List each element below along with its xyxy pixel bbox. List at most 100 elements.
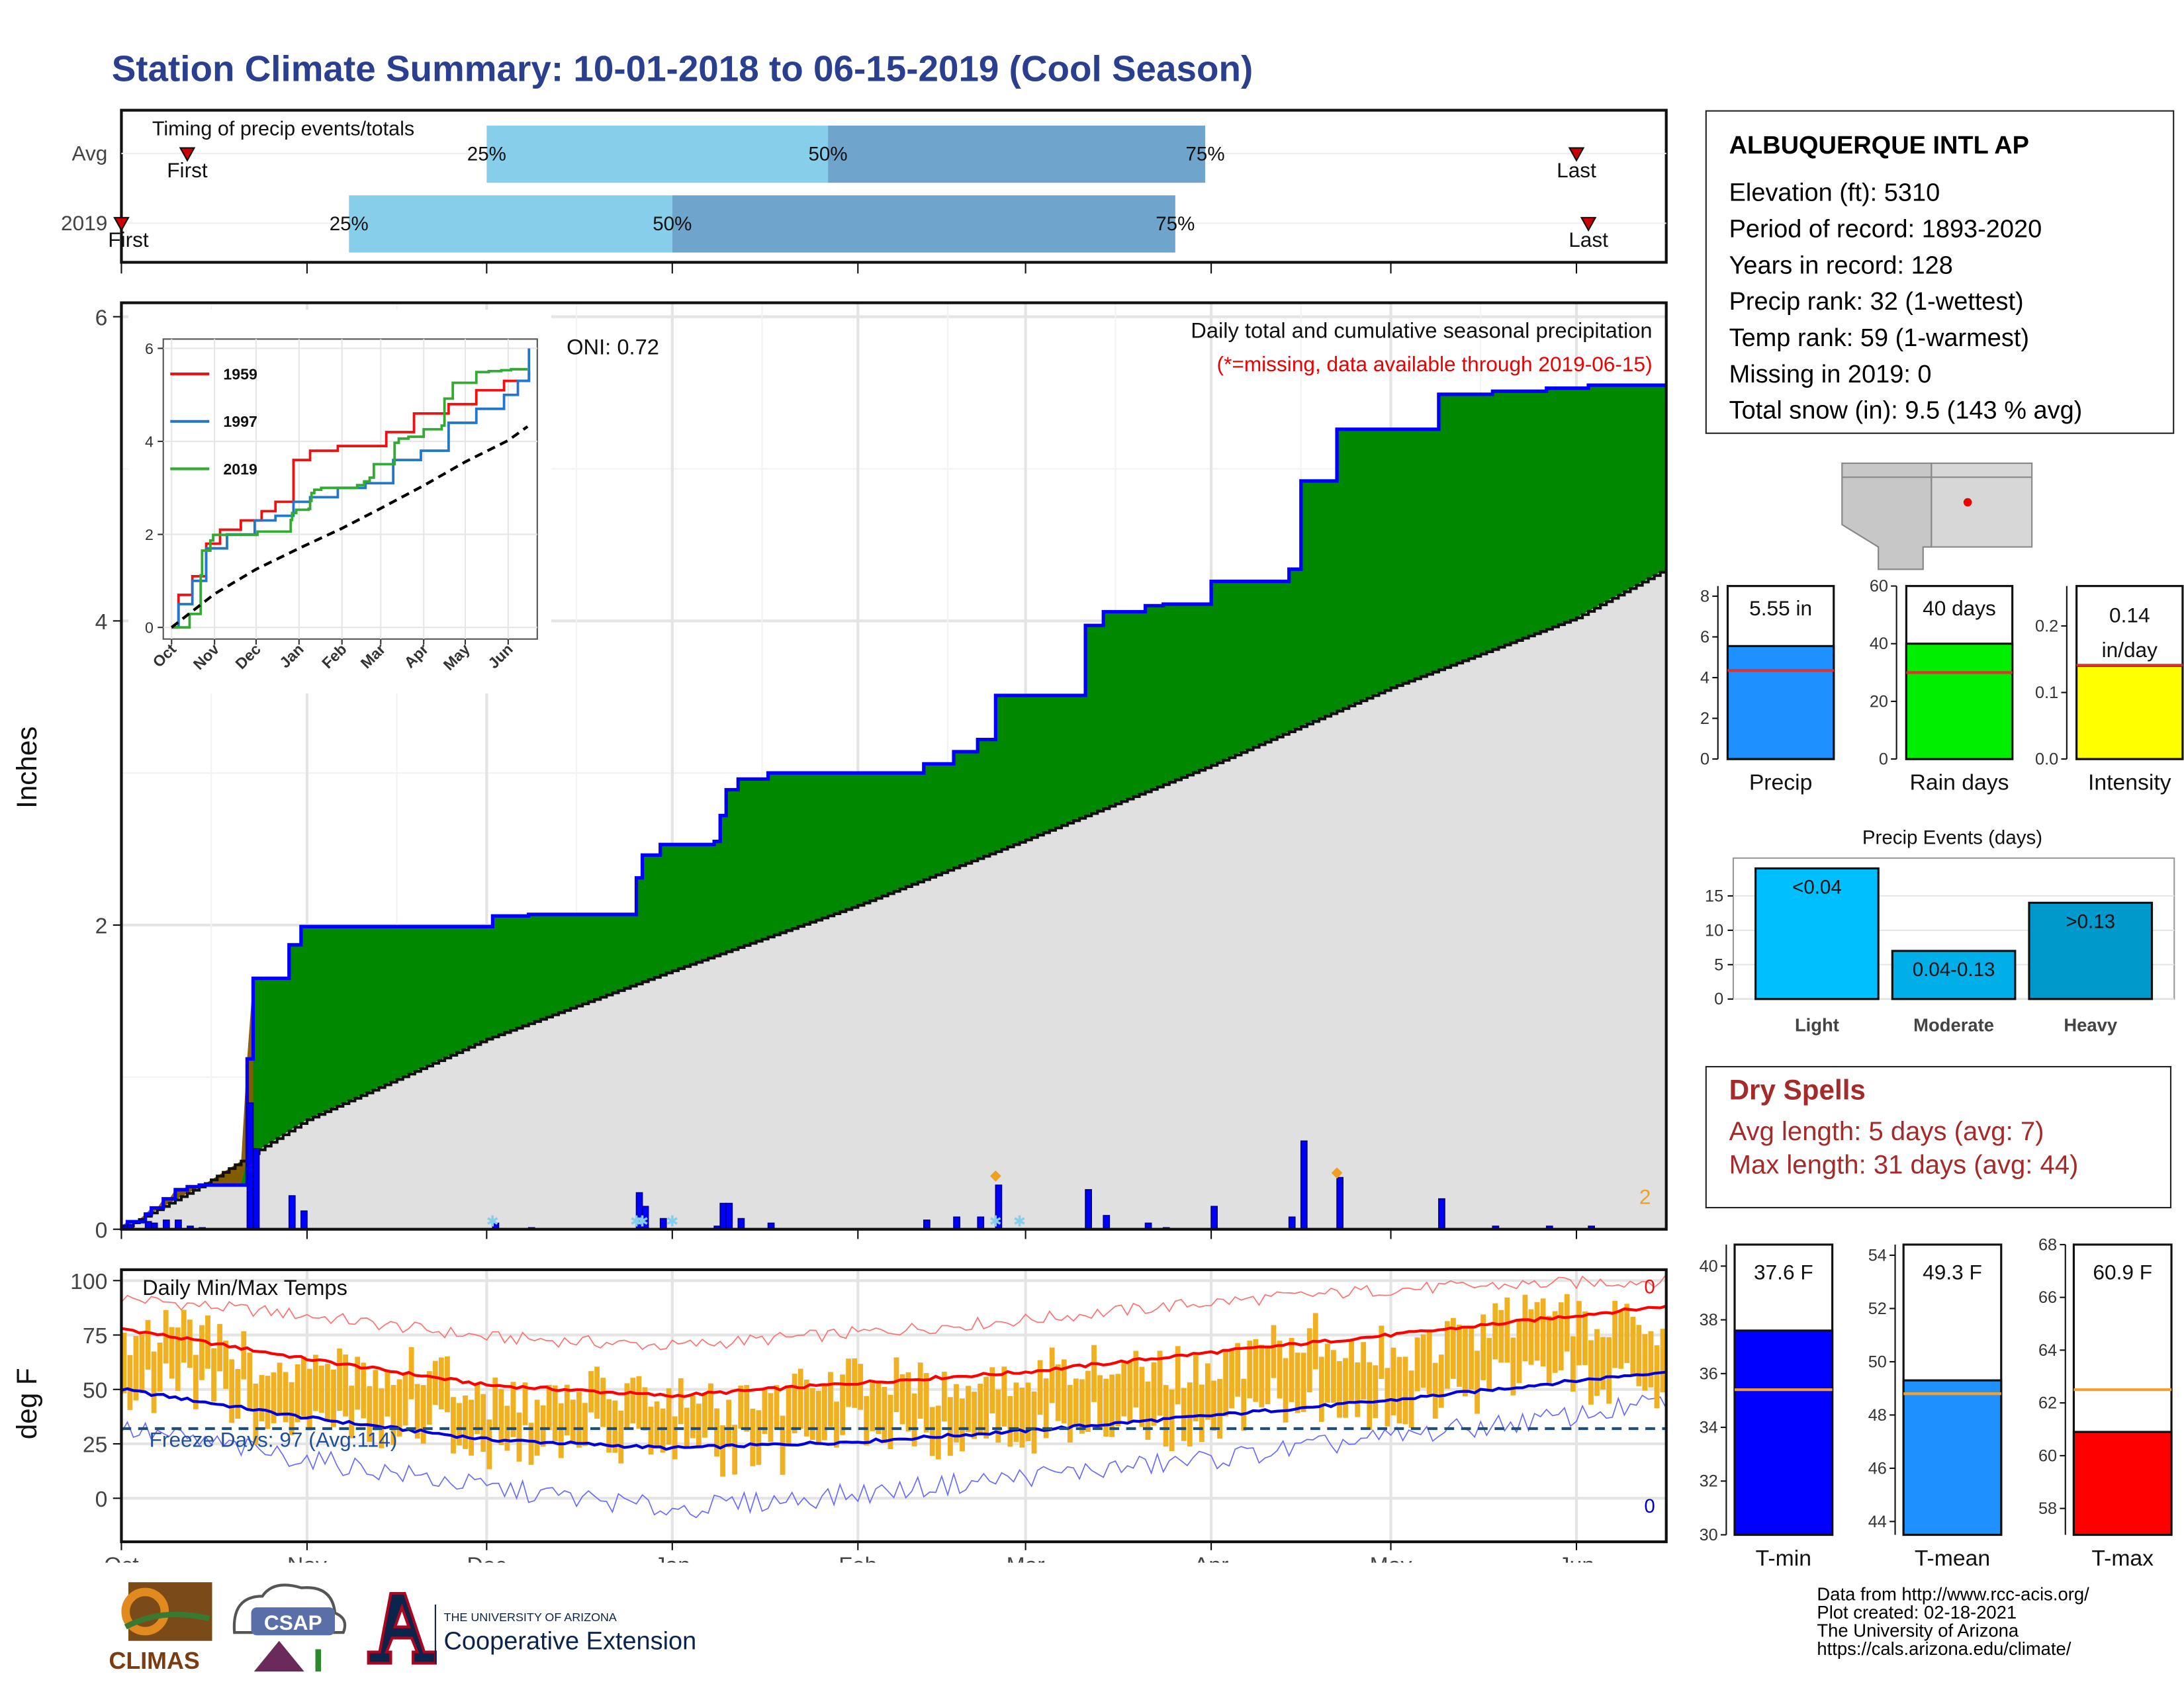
daily-temp-bar <box>762 1390 768 1435</box>
temp-x-tick-label: Apr <box>1194 1552 1228 1562</box>
daily-temp-bar <box>1558 1302 1564 1370</box>
station-info-line: Temp rank: 59 (1-warmest) <box>1729 324 2030 352</box>
timing-row-label: 2019 <box>61 211 107 235</box>
daily-temp-bar <box>181 1310 187 1363</box>
daily-temp-bar <box>1379 1325 1385 1379</box>
daily-temp-bar <box>1414 1337 1420 1392</box>
daily-temp-bar <box>1283 1358 1289 1423</box>
daily-temp-bar <box>300 1356 306 1417</box>
daily-temp-bar <box>445 1356 450 1413</box>
daily-temp-bar <box>1373 1365 1379 1419</box>
csap-logo[interactable]: CSAP <box>232 1583 347 1672</box>
daily-temp-bar <box>1636 1325 1642 1386</box>
daily-precip-bar <box>175 1220 182 1229</box>
daily-temp-bar <box>1265 1347 1271 1405</box>
daily-temp-bar <box>1271 1325 1277 1378</box>
daily-temp-bar <box>1229 1351 1235 1409</box>
daily-temp-bar <box>1331 1350 1336 1403</box>
daily-temp-bar <box>1612 1300 1618 1368</box>
inset-legend-label: 1997 <box>223 413 257 430</box>
daily-temp-bar <box>570 1399 576 1444</box>
climas-logo[interactable]: CLIMAS <box>109 1582 212 1674</box>
daily-temp-bar <box>223 1341 229 1389</box>
station-info-line: Total snow (in): 9.5 (143 % avg) <box>1729 396 2083 425</box>
daily-precip-bar <box>162 1220 170 1229</box>
daily-temp-bar <box>1510 1337 1516 1396</box>
summary-bar-y-tick-label: 30 <box>1700 1526 1718 1544</box>
daily-temp-bar <box>127 1355 133 1410</box>
summary-bar-value-label: 37.6 F <box>1754 1261 1813 1284</box>
summary-bar-y-tick-label: 64 <box>2038 1341 2057 1360</box>
timing-p75-label: 75% <box>1156 213 1195 235</box>
daily-temp-bar <box>235 1368 241 1419</box>
daily-temp-bar <box>803 1379 809 1437</box>
daily-temp-bar <box>1019 1388 1025 1448</box>
daily-temp-bar <box>864 1396 870 1446</box>
daily-temp-bar <box>253 1384 259 1445</box>
daily-precip-bar <box>246 1102 254 1229</box>
daily-temp-bar <box>133 1335 139 1401</box>
daily-temp-bar <box>1475 1351 1480 1414</box>
daily-temp-bar <box>1007 1396 1013 1447</box>
temp-y-tick-label: 50 <box>83 1378 108 1403</box>
summary-bar-y-tick-label: 60 <box>2038 1446 2057 1465</box>
summary-bar-y-tick-label: 62 <box>2038 1394 2057 1413</box>
timing-bar-q2 <box>349 195 672 253</box>
daily-temp-bar <box>1043 1378 1049 1439</box>
daily-temp-bar <box>708 1383 713 1427</box>
daily-temp-bar <box>1109 1374 1115 1437</box>
daily-temp-bar <box>325 1364 330 1420</box>
daily-temp-bar <box>385 1372 390 1417</box>
precip-panel-frame <box>120 301 1668 1231</box>
daily-temp-bar <box>271 1372 277 1423</box>
daily-temp-bar <box>1444 1321 1450 1389</box>
timing-label: Timing of precip events/totals <box>152 118 414 140</box>
summary-bar-y-tick-label: 40 <box>1870 635 1888 653</box>
temp-summary-bars: 30 32 34 36 38 40 37.6 F T-min 44 46 48 50 52 54 49.3 … <box>1700 1235 2173 1571</box>
daily-temp-bar <box>1390 1347 1396 1415</box>
summary-bar-y-tick-label: 0.1 <box>2035 684 2058 702</box>
daily-precip-bar <box>187 1225 194 1229</box>
daily-temp-bar <box>1145 1381 1151 1440</box>
temp-x-tick-label: Dec <box>467 1552 506 1562</box>
daily-temp-bar <box>1546 1315 1552 1384</box>
daily-temp-bar <box>367 1386 373 1443</box>
daily-temp-bar <box>1241 1378 1247 1431</box>
event-bar <box>2028 901 2154 1000</box>
daily-temp-bar <box>1504 1297 1510 1363</box>
daily-temp-bar <box>774 1385 780 1430</box>
daily-temp-bar <box>1438 1355 1444 1408</box>
summary-bar-value-label: 0.14 <box>2109 603 2150 627</box>
record-min-line <box>121 1394 1666 1519</box>
last-event-marker <box>1580 216 1597 232</box>
daily-temp-bar <box>1067 1384 1073 1443</box>
summary-bar-y-tick-label: 32 <box>1700 1472 1718 1491</box>
daily-temp-bar <box>1426 1330 1432 1395</box>
daily-temp-bar <box>1600 1337 1606 1390</box>
temp-y-tick-label: 25 <box>83 1433 108 1458</box>
summary-bar <box>1726 644 1835 760</box>
event-bar-label: >0.13 <box>2066 911 2115 932</box>
daily-temp-bar <box>1324 1343 1330 1403</box>
daily-temp-bar <box>199 1325 205 1380</box>
daily-precip-bar <box>1103 1215 1111 1229</box>
temp-x-tick-label: Feb <box>839 1552 877 1562</box>
university-of-arizona-logo[interactable]: THE UNIVERSITY OF ARIZONA Cooperative Ex… <box>367 1591 697 1665</box>
dry-spells-max: Max length: 31 days (avg: 44) <box>1729 1151 2079 1180</box>
daily-temp-bar <box>648 1406 654 1455</box>
daily-temp-bar <box>726 1399 732 1448</box>
daily-temp-bar <box>858 1364 864 1410</box>
daily-temp-bar <box>1534 1302 1540 1361</box>
daily-temp-bar <box>1169 1389 1175 1452</box>
daily-temp-bar <box>217 1323 222 1372</box>
daily-temp-bar <box>576 1392 582 1448</box>
first-event-label: First <box>167 158 208 182</box>
daily-temp-bar <box>1564 1294 1570 1352</box>
inset-series <box>170 348 531 629</box>
precip-chart-subtitle: (*=missing, data available through 2019-… <box>1217 352 1653 376</box>
daily-temp-bar <box>480 1394 486 1452</box>
precip-chart-title: Daily total and cumulative seasonal prec… <box>1191 318 1652 342</box>
missing-count-label: 2 <box>1639 1185 1651 1209</box>
